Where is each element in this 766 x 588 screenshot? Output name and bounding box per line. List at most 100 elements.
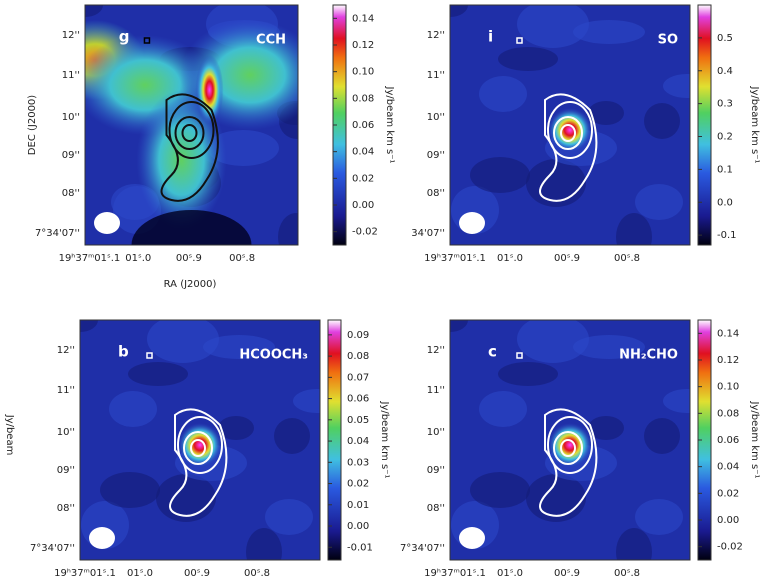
colorbar-label: Jy/beam km s⁻¹ bbox=[384, 86, 395, 164]
colorbar-tick-label: 0.03 bbox=[347, 457, 369, 468]
colorbar-tick-label: 0.02 bbox=[352, 173, 374, 184]
beam bbox=[89, 527, 115, 549]
contour bbox=[169, 408, 228, 517]
y-tick-label: 11'' bbox=[62, 70, 80, 81]
colorbar bbox=[697, 4, 712, 246]
y-tick-label: 10'' bbox=[427, 427, 445, 438]
x-tick-label: 00ˢ.8 bbox=[244, 568, 270, 579]
colorbar-tick-label: 0.02 bbox=[717, 488, 739, 499]
noise bbox=[265, 499, 313, 535]
colorbar-tick-label: 0.04 bbox=[717, 462, 739, 473]
y-tick-label: 09'' bbox=[57, 465, 75, 476]
noise bbox=[85, 5, 103, 17]
panel-letter: i bbox=[488, 28, 493, 46]
colorbar-tick-label: 0.12 bbox=[352, 40, 374, 51]
noise bbox=[573, 20, 645, 44]
noise bbox=[498, 47, 558, 71]
x-tick-label: 19ʰ37ᵐ01ˢ.1 bbox=[54, 568, 116, 579]
colorbar-tick-label: 0.10 bbox=[352, 67, 374, 78]
colorbar-tick-label: 0.04 bbox=[352, 147, 374, 158]
colorbar-tick-label: -0.01 bbox=[347, 542, 373, 553]
contour bbox=[177, 416, 223, 474]
molecule-label: HCOOCH₃ bbox=[239, 348, 308, 363]
beam bbox=[459, 527, 485, 549]
colorbar-tick-label: 0.07 bbox=[347, 372, 369, 383]
colorbar-tick-label: 0.1 bbox=[717, 164, 733, 175]
noise bbox=[517, 320, 589, 363]
noise bbox=[203, 335, 275, 359]
noise bbox=[663, 389, 690, 413]
y-tick-label: 08'' bbox=[427, 188, 445, 199]
emission bbox=[195, 55, 224, 125]
x-tick-label: 01ˢ.0 bbox=[125, 253, 151, 264]
y-tick-label: 12'' bbox=[57, 345, 75, 356]
x-tick-label: 19ʰ37ᵐ01ˢ.1 bbox=[424, 253, 486, 264]
colorbar-label: Jy/beam km s⁻¹ bbox=[749, 401, 760, 479]
colorbar-tick-label: 0.09 bbox=[347, 330, 369, 341]
map-image bbox=[85, 5, 298, 245]
colorbar-tick-label: 0.14 bbox=[717, 328, 739, 339]
colorbar-tick-label: -0.02 bbox=[717, 542, 743, 553]
noise bbox=[147, 320, 219, 363]
map-frame bbox=[79, 319, 321, 561]
noise bbox=[498, 362, 558, 386]
noise bbox=[479, 391, 527, 427]
colorbar-label: Jy/beam km s⁻¹ bbox=[749, 86, 760, 164]
noise bbox=[80, 320, 98, 332]
y-axis-label: DEC (J2000) bbox=[27, 95, 38, 155]
y-tick-label: 12'' bbox=[427, 345, 445, 356]
x-tick-label: 00ˢ.9 bbox=[554, 253, 580, 264]
noise bbox=[635, 184, 683, 220]
noise bbox=[450, 320, 468, 332]
noise bbox=[573, 335, 645, 359]
colorbar-tick-label: -0.1 bbox=[717, 230, 737, 241]
colorbar-tick-label: 0.02 bbox=[347, 479, 369, 490]
colorbar-tick-label: 0.00 bbox=[352, 200, 374, 211]
contour bbox=[553, 431, 583, 465]
noise bbox=[293, 389, 320, 413]
y-tick-label: 09'' bbox=[62, 150, 80, 161]
noise bbox=[109, 391, 157, 427]
contour bbox=[553, 116, 583, 150]
side-label: Jy/beam bbox=[4, 414, 15, 456]
colorbar-tick-label: 0.10 bbox=[717, 382, 739, 393]
colorbar-tick-label: 0.00 bbox=[717, 515, 739, 526]
y-tick-label: 11'' bbox=[427, 70, 445, 81]
noise bbox=[274, 418, 310, 454]
x-axis-label: RA (J2000) bbox=[164, 279, 217, 290]
colorbar-tick-label: 0.12 bbox=[717, 355, 739, 366]
contour bbox=[160, 93, 219, 202]
contour bbox=[174, 116, 205, 150]
contour bbox=[539, 408, 598, 517]
marker bbox=[516, 37, 523, 44]
y-tick-label: 12'' bbox=[427, 30, 445, 41]
y-tick-label: 09'' bbox=[427, 150, 445, 161]
contour bbox=[168, 101, 215, 159]
y-tick-label: 10'' bbox=[62, 112, 80, 123]
y-tick-label: 10'' bbox=[57, 427, 75, 438]
noise bbox=[616, 213, 652, 245]
noise bbox=[644, 418, 680, 454]
y-tick-label: 7°34'07'' bbox=[35, 228, 80, 239]
x-tick-label: 00ˢ.9 bbox=[554, 568, 580, 579]
x-tick-label: 01ˢ.0 bbox=[497, 568, 523, 579]
colorbar-tick-label: 0.05 bbox=[347, 415, 369, 426]
y-tick-label: 7°34'07'' bbox=[400, 543, 445, 554]
beam bbox=[459, 212, 485, 234]
noise bbox=[218, 416, 254, 440]
y-tick-label: 12'' bbox=[62, 30, 80, 41]
colorbar-tick-label: 0.06 bbox=[717, 435, 739, 446]
noise bbox=[470, 157, 530, 193]
map-image bbox=[450, 320, 690, 560]
dark-region bbox=[131, 210, 252, 245]
map-frame bbox=[449, 4, 691, 246]
noise bbox=[663, 74, 690, 98]
beam bbox=[94, 212, 120, 234]
contour bbox=[560, 124, 576, 142]
x-tick-label: 00ˢ.9 bbox=[176, 253, 202, 264]
contour bbox=[539, 93, 598, 202]
y-tick-label: 08'' bbox=[427, 503, 445, 514]
colorbar-tick-label: 0.0 bbox=[717, 197, 733, 208]
contour bbox=[183, 431, 213, 465]
